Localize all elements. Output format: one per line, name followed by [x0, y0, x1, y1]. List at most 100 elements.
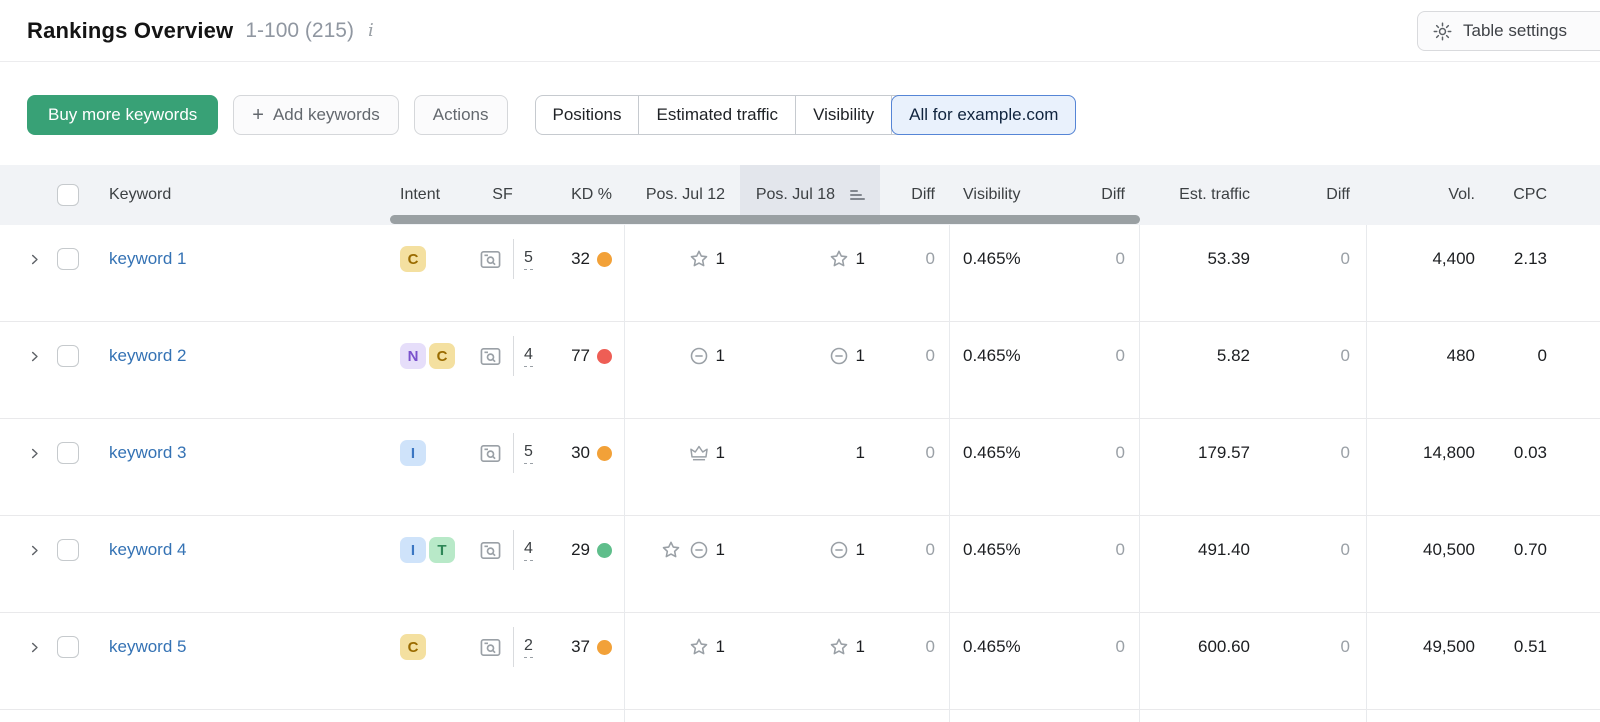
kd-cell: 29 — [545, 516, 625, 584]
intent-badge-commercial: C — [429, 343, 455, 369]
keyword-link[interactable]: keyword 5 — [109, 637, 187, 656]
expand-chevron-icon[interactable] — [27, 543, 42, 558]
tab-positions[interactable]: Positions — [536, 96, 640, 134]
serp-features-icon[interactable] — [478, 538, 503, 563]
sf-count[interactable]: 5 — [524, 249, 533, 270]
kd-value: 37 — [571, 637, 590, 656]
select-all-checkbox[interactable] — [57, 184, 79, 206]
tab-visibility[interactable]: Visibility — [796, 96, 893, 134]
actions-button[interactable]: Actions — [413, 95, 508, 135]
buy-more-keywords-button[interactable]: Buy more keywords — [27, 95, 219, 135]
checkbox-cell — [57, 225, 97, 293]
visibility-cell: 0.465% — [950, 613, 1045, 681]
visibility-value: 0.465% — [963, 443, 1021, 462]
kd-cell: 32 — [545, 225, 625, 293]
pos-jul-18-label: Pos. Jul 18 — [755, 186, 835, 203]
position-cell: 1 — [740, 516, 880, 584]
keyword-cell: keyword 1 — [97, 225, 390, 293]
position-cell: 1 — [625, 419, 740, 487]
position-value: 1 — [715, 443, 725, 462]
column-header-keyword[interactable]: Keyword — [109, 186, 172, 203]
column-header-traffic-diff[interactable]: Diff — [1326, 186, 1350, 203]
checkbox-cell — [57, 322, 97, 390]
position-value: 1 — [855, 346, 865, 365]
expand-cell — [0, 516, 57, 584]
column-header-kd[interactable]: KD % — [571, 186, 612, 203]
visibility-cell: 0.465% — [950, 225, 1045, 293]
column-group-divider — [1139, 165, 1140, 722]
horizontal-scrollbar-thumb[interactable] — [390, 215, 1140, 224]
tab-estimated-traffic[interactable]: Estimated traffic — [639, 96, 797, 134]
keyword-link[interactable]: keyword 4 — [109, 540, 187, 559]
column-header-volume[interactable]: Vol. — [1448, 186, 1475, 203]
table-settings-label: Table settings — [1463, 21, 1567, 40]
expand-cell — [0, 322, 57, 390]
row-checkbox[interactable] — [57, 636, 79, 658]
keyword-link[interactable]: keyword 2 — [109, 346, 187, 365]
gear-icon — [1433, 22, 1452, 40]
position-diff: 0 — [925, 443, 935, 462]
column-header-intent[interactable]: Intent — [400, 186, 441, 203]
row-checkbox[interactable] — [57, 442, 79, 464]
info-icon[interactable]: i — [367, 20, 374, 41]
column-header-visibility-diff[interactable]: Diff — [1101, 186, 1125, 203]
position-cell: 1 — [740, 419, 880, 487]
serp-features-cell: 5 — [460, 419, 545, 487]
column-header-est-traffic[interactable]: Est. traffic — [1179, 186, 1250, 203]
position-value: 1 — [855, 249, 865, 268]
serp-features-icon[interactable] — [478, 247, 503, 272]
position-cell: 1 — [625, 225, 740, 293]
kd-value: 30 — [571, 443, 590, 462]
keyword-link[interactable]: keyword 3 — [109, 443, 187, 462]
add-keywords-button[interactable]: + Add keywords — [233, 95, 399, 135]
visibility-diff: 0 — [1115, 346, 1125, 365]
column-header-sf[interactable]: SF — [492, 186, 513, 203]
serp-features-cell: 2 — [460, 613, 545, 681]
keyword-link[interactable]: keyword 1 — [109, 249, 187, 268]
link-icon — [828, 539, 850, 561]
expand-cell — [0, 225, 57, 293]
row-checkbox[interactable] — [57, 539, 79, 561]
position-value: 1 — [715, 637, 725, 656]
expand-chevron-icon[interactable] — [27, 446, 42, 461]
serp-features-icon[interactable] — [478, 344, 503, 369]
serp-features-icon[interactable] — [478, 441, 503, 466]
column-header-pos-diff[interactable]: Diff — [911, 186, 935, 203]
column-header-visibility[interactable]: Visibility — [963, 186, 1021, 203]
visibility-diff: 0 — [1115, 540, 1125, 559]
row-checkbox[interactable] — [57, 345, 79, 367]
page-title: Rankings Overview — [27, 17, 234, 43]
visibility-cell: 0.465% — [950, 322, 1045, 390]
intent-badge-navigational: N — [400, 343, 426, 369]
expand-chevron-icon[interactable] — [27, 349, 42, 364]
column-header-cpc[interactable]: CPC — [1513, 186, 1547, 203]
sf-count[interactable]: 5 — [524, 443, 533, 464]
column-header-pos-jul-12[interactable]: Pos. Jul 12 — [645, 186, 725, 203]
kd-difficulty-dot — [597, 251, 612, 267]
tab-all-for-domain[interactable]: All for example.com — [891, 95, 1077, 135]
kd-value: 32 — [571, 249, 590, 268]
position-cell: 1 — [740, 225, 880, 293]
position-cell: 1 — [625, 516, 740, 584]
row-checkbox[interactable] — [57, 248, 79, 270]
add-keywords-label: Add keywords — [272, 105, 380, 124]
star-icon — [828, 248, 850, 270]
position-diff: 0 — [925, 249, 935, 268]
expand-chevron-icon[interactable] — [27, 640, 42, 655]
kd-difficulty-dot — [597, 348, 612, 364]
intent-badge-informational: I — [400, 440, 426, 466]
expand-chevron-icon[interactable] — [27, 252, 42, 267]
visibility-value: 0.465% — [963, 249, 1021, 268]
sf-count[interactable]: 2 — [524, 637, 533, 658]
sf-count[interactable]: 4 — [524, 540, 533, 561]
crown-icon — [688, 442, 710, 464]
visibility-value: 0.465% — [963, 346, 1021, 365]
table-settings-button[interactable]: Table settings — [1417, 11, 1600, 51]
serp-features-icon[interactable] — [478, 635, 503, 660]
position-value: 1 — [715, 540, 725, 559]
sf-count[interactable]: 4 — [524, 346, 533, 367]
sf-divider — [513, 433, 514, 473]
